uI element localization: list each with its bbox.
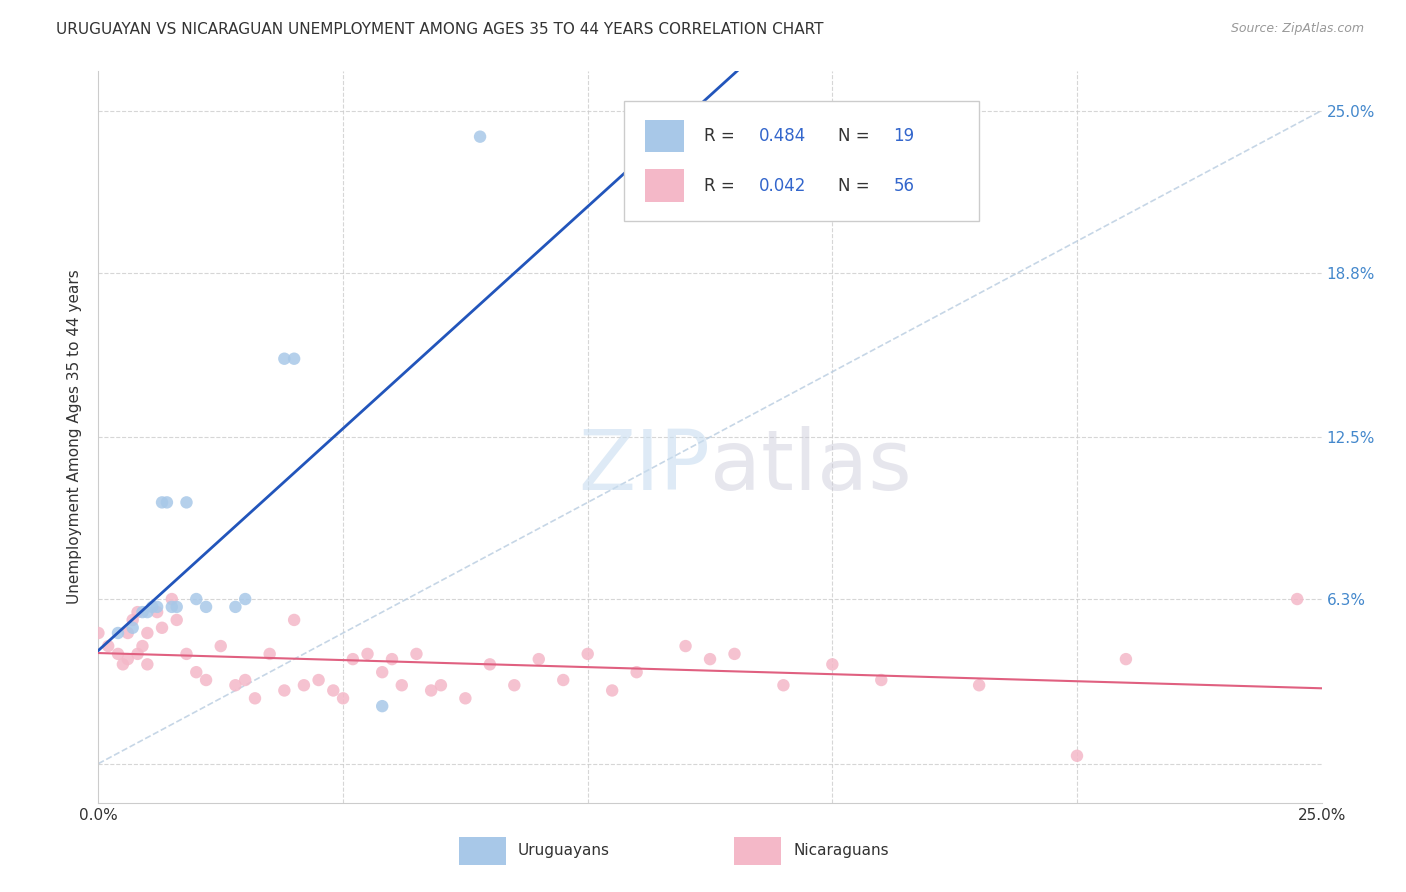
Text: URUGUAYAN VS NICARAGUAN UNEMPLOYMENT AMONG AGES 35 TO 44 YEARS CORRELATION CHART: URUGUAYAN VS NICARAGUAN UNEMPLOYMENT AMO… (56, 22, 824, 37)
Point (553, 673, 575, 687)
Point (156, 495, 179, 509)
Point (209, 639, 232, 653)
Point (342, 652, 364, 666)
Text: 0.042: 0.042 (759, 177, 806, 195)
FancyBboxPatch shape (624, 101, 979, 221)
Point (233, 592, 256, 607)
FancyBboxPatch shape (460, 838, 506, 865)
Point (141, 599, 163, 614)
Point (576, 647, 599, 661)
Point (430, 678, 453, 692)
Text: 56: 56 (894, 177, 914, 195)
Point (967, 678, 990, 692)
Point (166, 599, 188, 614)
Point (626, 665, 648, 680)
Point (176, 647, 198, 661)
Point (150, 495, 173, 509)
Point (308, 673, 330, 687)
Point (1115, 652, 1137, 666)
Point (224, 678, 246, 692)
Point (405, 647, 427, 661)
Point (292, 678, 315, 692)
Point (1286, 592, 1309, 607)
Point (195, 599, 218, 614)
Text: R =: R = (704, 177, 740, 195)
Point (224, 599, 246, 614)
Point (381, 652, 404, 666)
Point (478, 657, 501, 672)
Point (371, 699, 394, 714)
Point (146, 599, 169, 614)
Point (117, 652, 139, 666)
Point (233, 673, 256, 687)
Point (772, 678, 794, 692)
Point (821, 657, 844, 672)
Point (283, 351, 305, 366)
Point (97, 639, 120, 653)
Point (243, 691, 266, 706)
Point (117, 626, 139, 640)
Point (259, 647, 281, 661)
Text: R =: R = (704, 127, 740, 145)
FancyBboxPatch shape (734, 838, 780, 865)
Point (131, 639, 153, 653)
Point (136, 626, 159, 640)
Point (127, 647, 149, 661)
Point (283, 613, 305, 627)
Point (160, 599, 183, 614)
Point (420, 683, 443, 698)
Point (322, 683, 344, 698)
Point (600, 683, 623, 698)
Point (107, 626, 129, 640)
Point (176, 495, 198, 509)
Point (146, 605, 169, 619)
Point (166, 613, 188, 627)
Point (332, 691, 354, 706)
Point (87, 626, 110, 640)
Point (195, 673, 218, 687)
Point (160, 592, 183, 607)
Point (468, 129, 491, 144)
Point (356, 647, 378, 661)
Point (699, 652, 721, 666)
Point (111, 657, 134, 672)
Text: N =: N = (838, 127, 876, 145)
Point (371, 665, 394, 680)
Text: Source: ZipAtlas.com: Source: ZipAtlas.com (1230, 22, 1364, 36)
Text: N =: N = (838, 177, 876, 195)
Point (136, 605, 159, 619)
Point (527, 652, 550, 666)
Text: ZIP: ZIP (578, 425, 710, 507)
FancyBboxPatch shape (645, 120, 685, 153)
Text: 0.484: 0.484 (759, 127, 806, 145)
Point (121, 621, 143, 635)
Point (391, 678, 413, 692)
Y-axis label: Unemployment Among Ages 35 to 44 years: Unemployment Among Ages 35 to 44 years (67, 269, 83, 605)
Point (127, 605, 149, 619)
Point (136, 657, 159, 672)
Point (870, 673, 893, 687)
FancyBboxPatch shape (645, 169, 685, 202)
Point (131, 605, 153, 619)
Point (503, 678, 526, 692)
Point (723, 647, 745, 661)
Text: Uruguayans: Uruguayans (517, 843, 610, 858)
Point (121, 613, 143, 627)
Point (273, 683, 295, 698)
Point (107, 647, 129, 661)
Point (273, 351, 295, 366)
Point (186, 665, 208, 680)
Text: 19: 19 (894, 127, 915, 145)
Point (186, 592, 208, 607)
Point (150, 621, 173, 635)
Point (454, 691, 477, 706)
Text: Nicaraguans: Nicaraguans (793, 843, 889, 858)
Point (675, 639, 697, 653)
Point (1066, 748, 1088, 763)
Text: atlas: atlas (710, 425, 911, 507)
